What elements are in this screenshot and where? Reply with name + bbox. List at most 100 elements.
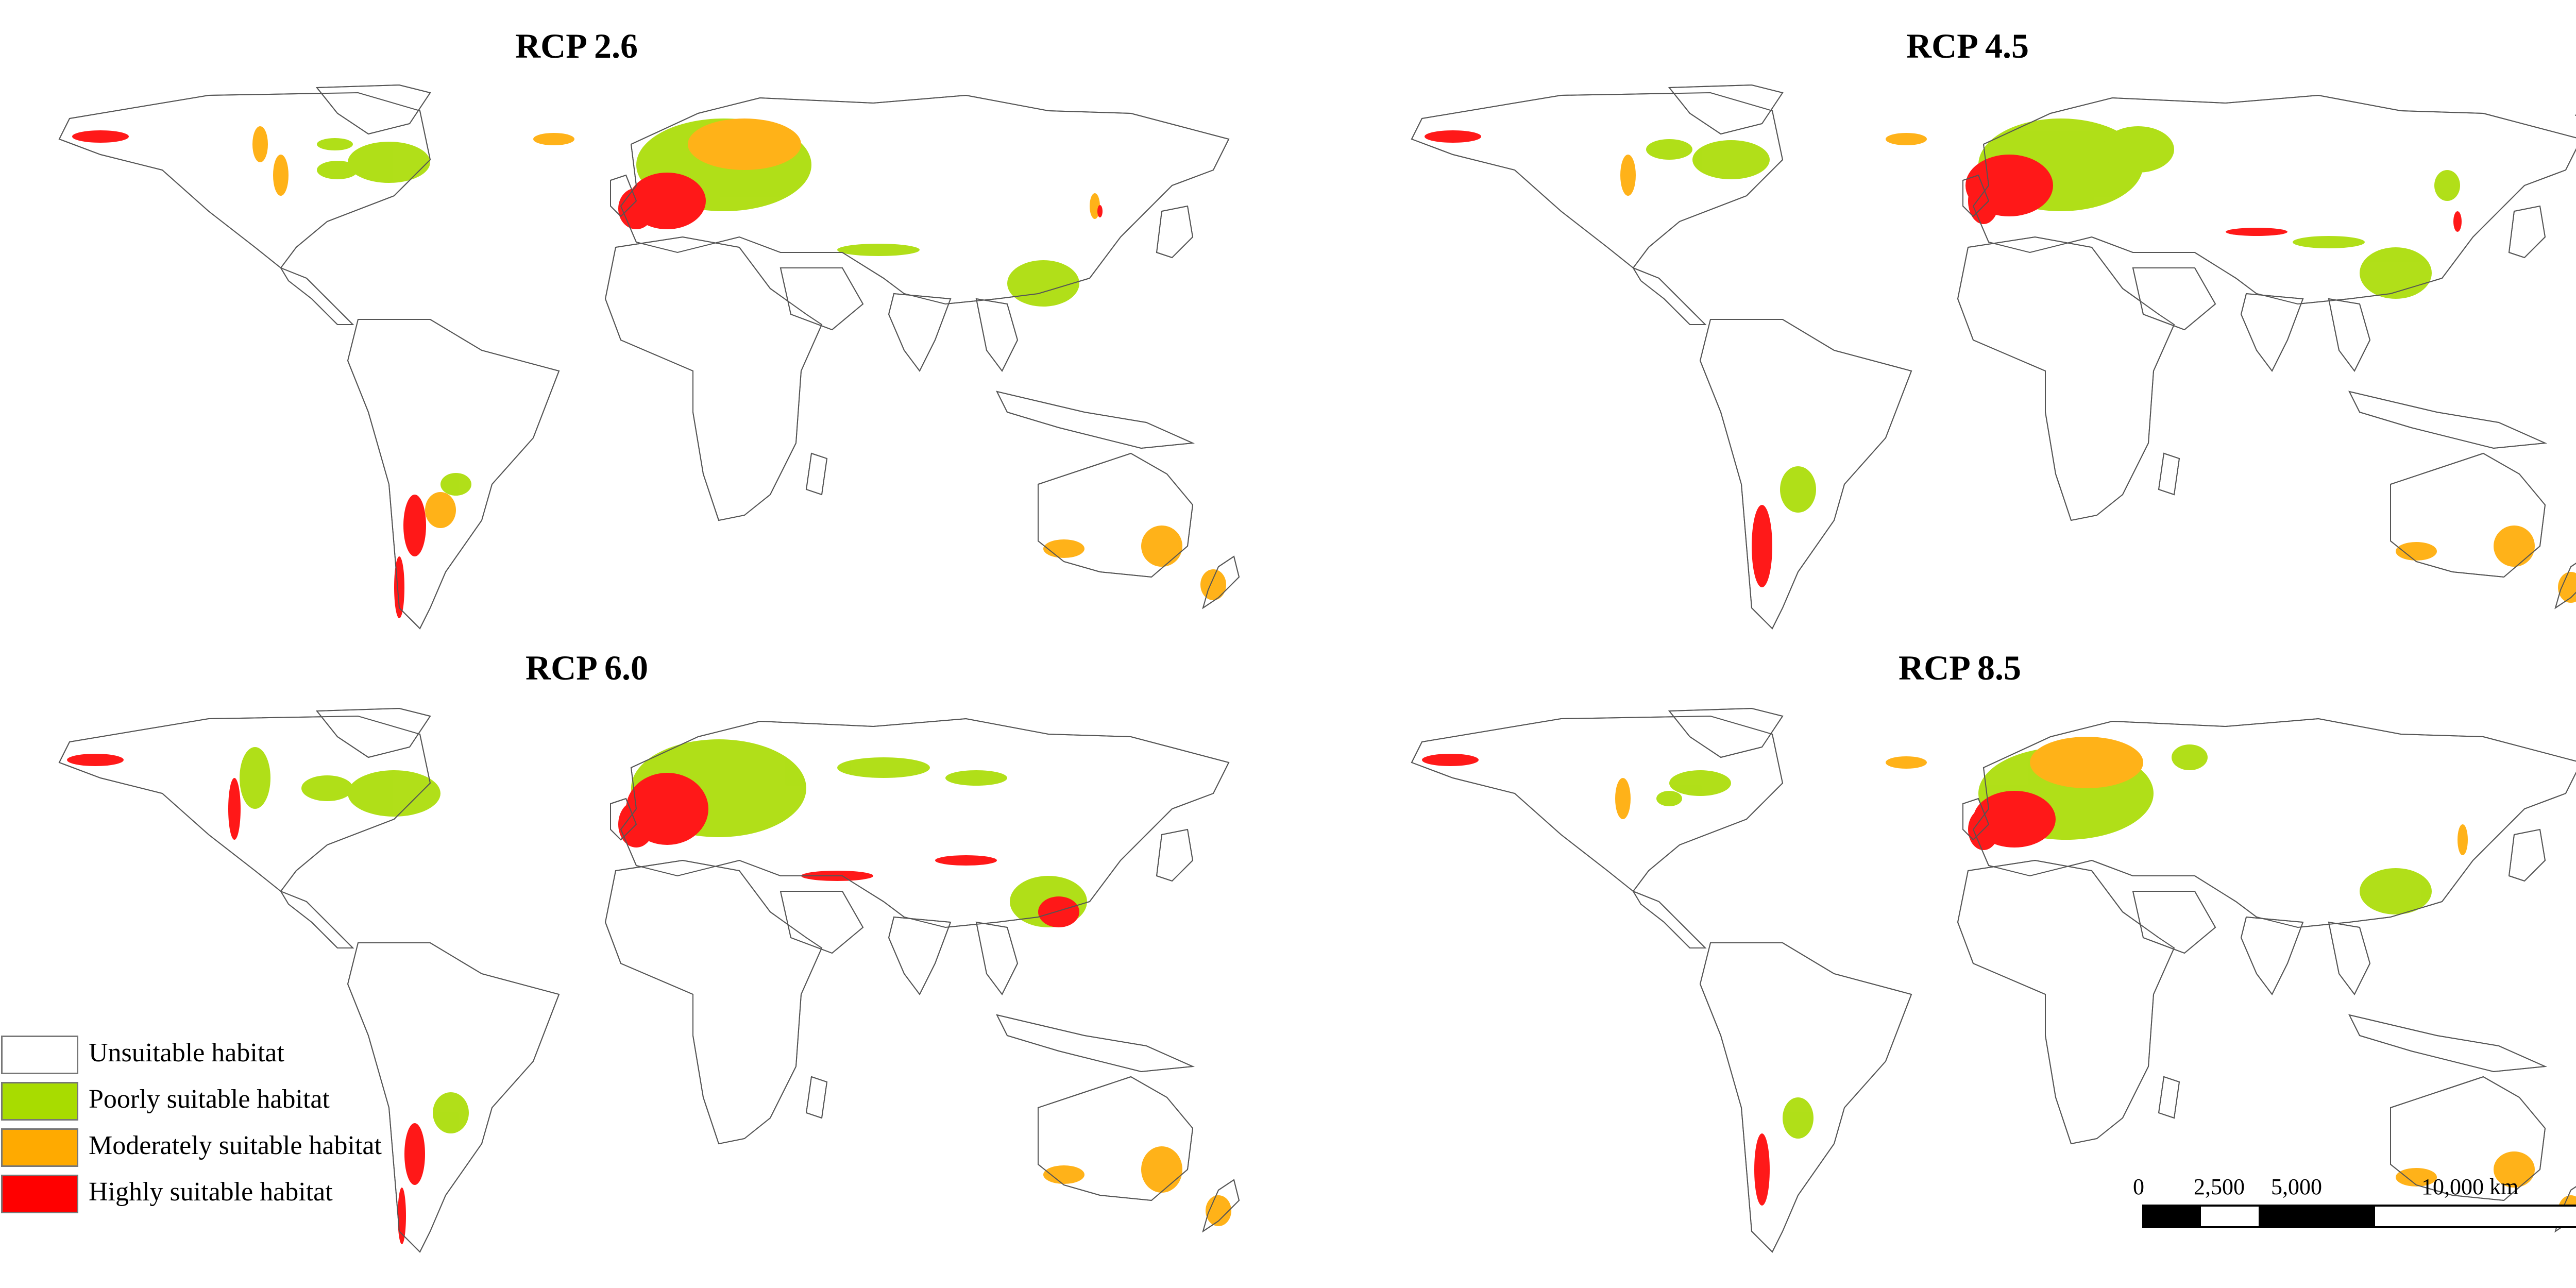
habitat-poor-area [1646, 139, 1692, 160]
habitat-poor-area [240, 747, 270, 809]
habitat-moderate-area [1141, 1146, 1182, 1193]
legend-label-poor: Poorly suitable habitat [89, 1084, 330, 1114]
habitat-high-area [2226, 228, 2287, 236]
map-panel-rcp45 [1391, 82, 2576, 665]
habitat-poor-area [301, 775, 353, 801]
suitability-overlay [1422, 737, 2576, 1226]
habitat-high-area [403, 495, 426, 556]
habitat-high-area [1425, 130, 1481, 143]
habitat-poor-area [2360, 247, 2432, 299]
land-madagascar [2158, 452, 2180, 496]
panel-title-rcp26: RCP 2.6 [515, 26, 638, 65]
habitat-moderate-area [1141, 526, 1182, 567]
border-uk [1962, 798, 1990, 841]
border-eurasia [620, 94, 1230, 305]
habitat-poor-area [837, 244, 920, 256]
legend-swatch-high [1, 1175, 78, 1213]
habitat-moderate-area [273, 155, 289, 196]
habitat-moderate-area [2396, 1168, 2437, 1187]
habitat-high-area [67, 754, 124, 766]
border-africa [1957, 859, 2175, 1145]
border-south-america [347, 942, 560, 1253]
habitat-moderate-area [1043, 1165, 1084, 1184]
border-japan [2508, 205, 2546, 259]
land-india [2240, 916, 2304, 995]
land-indonesia [996, 1014, 1195, 1073]
habitat-poor-area [348, 770, 440, 817]
border-greenland [1668, 84, 1784, 135]
border-uk [610, 174, 637, 217]
habitat-moderate-area [688, 118, 801, 170]
habitat-poor-area [2172, 744, 2208, 770]
map-panel-rcp60 [39, 706, 1316, 1288]
border-arabia [2132, 891, 2216, 954]
border-india [2240, 293, 2304, 372]
panel-title-rcp85: RCP 8.5 [1899, 648, 2021, 687]
land-indonesia [2348, 391, 2547, 449]
border-southeast-asia [2328, 298, 2371, 372]
land-madagascar [805, 452, 828, 496]
habitat-poor-area [1656, 791, 1682, 806]
border-eurasia [1972, 94, 2576, 305]
border-india [888, 293, 952, 372]
habitat-high-area [1968, 178, 1999, 224]
legend-swatch-unsuitable [1, 1036, 78, 1074]
world-map [1411, 84, 2576, 630]
legend-item-moderate: Moderately suitable habitat [0, 1126, 412, 1172]
world-map [58, 84, 1240, 630]
scale-bar [2142, 1205, 2576, 1228]
habitat-high-area [935, 855, 997, 866]
habitat-moderate-area [1206, 1195, 1231, 1226]
habitat-poor-area [945, 770, 1007, 786]
land-japan [2508, 828, 2546, 882]
legend-label-unsuitable: Unsuitable habitat [89, 1038, 284, 1067]
legend-swatch-poor [1, 1082, 78, 1121]
border-indonesia [2348, 1014, 2547, 1073]
habitat-moderate-area [533, 133, 574, 145]
land-central-america [279, 266, 354, 325]
border-new-zealand [1202, 1179, 1240, 1233]
border-uk [1962, 174, 1990, 217]
border-greenland [315, 84, 431, 135]
habitat-moderate-area [2396, 542, 2437, 561]
border-new-zealand [2554, 563, 2576, 609]
habitat-moderate-area [1200, 569, 1226, 600]
panel-title-rcp60: RCP 6.0 [526, 648, 648, 687]
border-india [888, 916, 952, 995]
land-japan [2508, 205, 2546, 259]
border-africa [1957, 236, 2175, 521]
border-south-america [347, 319, 560, 630]
border-uk [610, 798, 637, 841]
border-africa [604, 236, 823, 521]
border-japan [2508, 828, 2546, 882]
border-central-america [1632, 266, 1707, 325]
habitat-poor-area [1780, 466, 1816, 513]
legend-item-high: Highly suitable habitat [0, 1172, 412, 1218]
border-eurasia [1972, 718, 2576, 928]
border-japan [1156, 205, 1194, 259]
land-india [2240, 293, 2304, 372]
border-australia [1038, 452, 1194, 578]
legend-item-poor: Poorly suitable habitat [0, 1079, 412, 1126]
border-south-america [1699, 319, 1912, 630]
habitat-moderate-area [252, 126, 268, 162]
border-australia [2390, 452, 2546, 578]
border-south-america [1699, 942, 1912, 1253]
border-madagascar [805, 1076, 828, 1119]
habitat-poor-area [1783, 1097, 1814, 1139]
habitat-moderate-area [2494, 526, 2535, 567]
border-madagascar [2158, 1076, 2180, 1119]
habitat-poor-area [1007, 260, 1079, 307]
border-central-america [279, 890, 354, 948]
habitat-poor-area [2434, 170, 2460, 201]
habitat-moderate-area [2558, 572, 2576, 603]
border-arabia [779, 891, 864, 954]
habitat-high-area [72, 130, 129, 143]
habitat-poor-area [317, 138, 353, 150]
land-japan [1156, 205, 1194, 259]
suitability-overlay [1425, 118, 2576, 603]
map-panel-rcp85 [1391, 706, 2576, 1288]
border-greenland [1668, 707, 1784, 758]
border-central-america [1632, 890, 1707, 948]
legend-item-unsuitable: Unsuitable habitat [0, 1033, 412, 1079]
